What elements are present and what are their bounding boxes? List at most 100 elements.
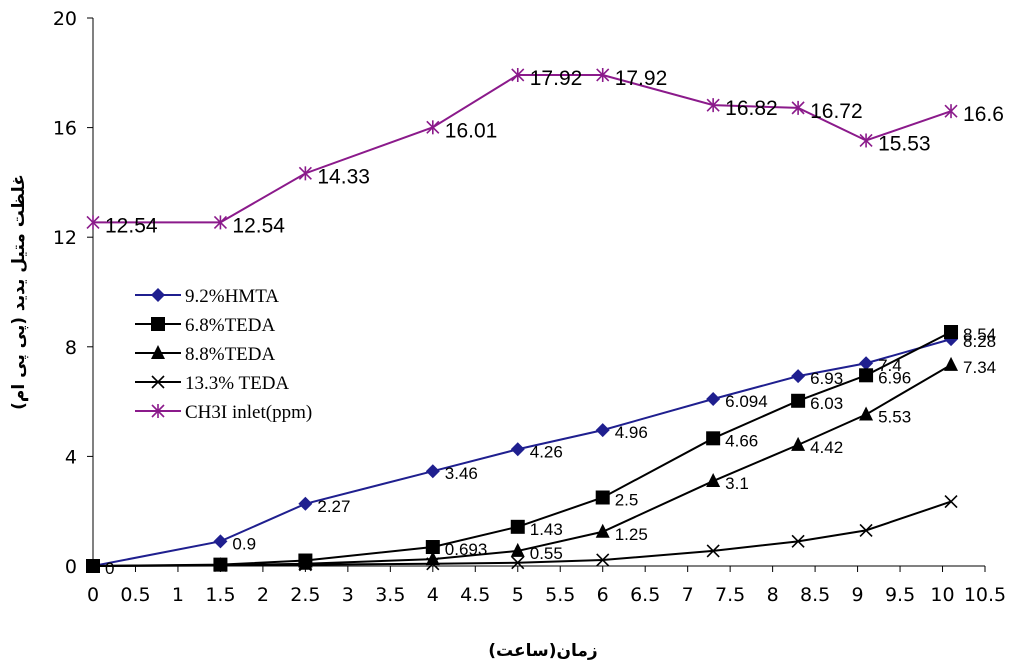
x-tick-label: 5.5 <box>545 584 575 606</box>
x-marker <box>596 553 610 567</box>
data-label: 7.4 <box>878 356 902 375</box>
x-marker-stroke <box>791 534 805 548</box>
x-tick-label: 7.5 <box>715 584 745 606</box>
data-label: 16.82 <box>725 97 778 120</box>
data-label: 3.1 <box>725 474 749 493</box>
asterisk-marker <box>298 166 312 181</box>
legend-item: 8.8%TEDA <box>135 344 276 365</box>
y-tick-label: 8 <box>65 337 77 359</box>
x-marker-stroke <box>944 495 958 509</box>
square-marker <box>706 431 721 446</box>
x-tick-label: 2 <box>257 584 269 606</box>
data-label: 12.54 <box>232 214 285 237</box>
y-axis-title: غلظت متیل یدید (پی پی ام) <box>9 174 29 410</box>
asterisk-marker <box>426 120 440 135</box>
legend-item: 13.3% TEDA <box>135 373 289 394</box>
data-label: 4.96 <box>615 423 648 442</box>
x-marker-stroke <box>859 523 873 537</box>
triangle-marker <box>425 551 440 566</box>
data-label: 8.54 <box>963 325 996 344</box>
legend-item: 9.2%HMTA <box>135 286 279 307</box>
y-tick-label: 16 <box>53 118 77 140</box>
square-marker <box>595 490 610 505</box>
asterisk-marker <box>706 98 720 113</box>
data-label: 7.34 <box>963 358 996 377</box>
x-marker-stroke <box>706 544 720 558</box>
series-line <box>92 500 952 567</box>
data-label: 8.28 <box>963 332 996 351</box>
x-tick-label: 4.5 <box>460 584 490 606</box>
diamond-marker <box>151 288 165 302</box>
data-label: 16.01 <box>445 119 498 142</box>
legend-item: 6.8%TEDA <box>135 315 276 336</box>
triangle-marker <box>213 557 228 572</box>
x-marker <box>213 558 227 573</box>
x-tick-label: 1 <box>172 584 184 606</box>
series-4 <box>86 495 958 573</box>
data-label: 0.9 <box>232 534 256 553</box>
x-marker-stroke <box>86 559 100 573</box>
x-marker <box>511 556 525 570</box>
diamond-marker <box>298 496 313 511</box>
x-marker <box>791 534 805 548</box>
x-tick-label: 9 <box>852 584 864 606</box>
data-label: 12.54 <box>105 214 158 237</box>
asterisk-marker <box>944 104 958 119</box>
data-label: 3.46 <box>445 464 478 483</box>
x-tick-label: 4 <box>427 584 439 606</box>
x-tick-label: 7 <box>682 584 694 606</box>
triangle-marker <box>298 555 313 570</box>
data-label: 17.92 <box>530 67 583 90</box>
diamond-marker <box>510 442 525 457</box>
y-tick-label: 20 <box>53 8 77 30</box>
x-tick-label: 2.5 <box>290 584 320 606</box>
x-axis-ticks: 0 0.5 1 1.5 2 2.5 3 3.5 4 4.5 5 5.5 6 6.5 7 7.5 8 8.5 9 9.5… <box>87 566 1006 606</box>
diamond-marker <box>425 464 440 479</box>
x-marker <box>151 375 165 389</box>
data-label: 4.42 <box>810 438 843 457</box>
legend-label: 6.8%TEDA <box>185 315 276 336</box>
data-label: 0.693 <box>445 540 488 559</box>
x-marker <box>298 558 312 572</box>
y-tick-label: 0 <box>65 556 77 578</box>
diamond-marker <box>791 369 806 384</box>
x-marker-stroke <box>298 558 312 572</box>
data-label: 4.66 <box>725 431 758 450</box>
asterisk-marker <box>511 67 525 82</box>
legend-label: CH3I inlet(ppm) <box>185 402 312 423</box>
data-label: 6.96 <box>878 368 911 387</box>
asterisk-marker <box>791 100 805 115</box>
triangle-marker <box>151 345 165 359</box>
x-tick-label: 3.5 <box>375 584 405 606</box>
data-label: 15.53 <box>878 132 931 155</box>
x-axis-title: زمان(ساعت) <box>488 641 597 661</box>
asterisk-marker <box>151 404 165 418</box>
y-tick-label: 4 <box>65 446 77 468</box>
x-tick-label: 9.5 <box>885 584 915 606</box>
x-tick-label: 8.5 <box>800 584 830 606</box>
data-label: 0.55 <box>530 544 563 563</box>
legend-label: 13.3% TEDA <box>185 373 289 394</box>
x-tick-label: 1.5 <box>205 584 235 606</box>
x-marker-stroke <box>596 553 610 567</box>
x-marker <box>86 559 100 573</box>
asterisk-marker <box>859 133 873 148</box>
legend: 9.2%HMTA 6.8%TEDA 8.8%TEDA 13.3% TEDA CH3I i… <box>135 286 312 423</box>
data-label: 4.26 <box>530 442 563 461</box>
square-marker <box>859 368 874 383</box>
x-tick-label: 3 <box>342 584 354 606</box>
data-label: 17.92 <box>615 67 668 90</box>
data-label: 14.33 <box>317 165 370 188</box>
series-layer <box>86 67 959 573</box>
triangle-marker <box>944 356 959 371</box>
square-marker <box>944 325 959 340</box>
data-labels-layer: 0 0.9 2.27 3.46 4.26 4.96 6.094 6.93 7.4 8.28 0.69… <box>105 67 1004 578</box>
data-label: 16.6 <box>963 103 1004 126</box>
diamond-marker <box>213 534 228 549</box>
x-tick-label: 0.5 <box>120 584 150 606</box>
data-label: 6.094 <box>725 392 768 411</box>
x-marker <box>859 523 873 537</box>
series-line <box>92 338 952 567</box>
x-tick-label: 6.5 <box>630 584 660 606</box>
